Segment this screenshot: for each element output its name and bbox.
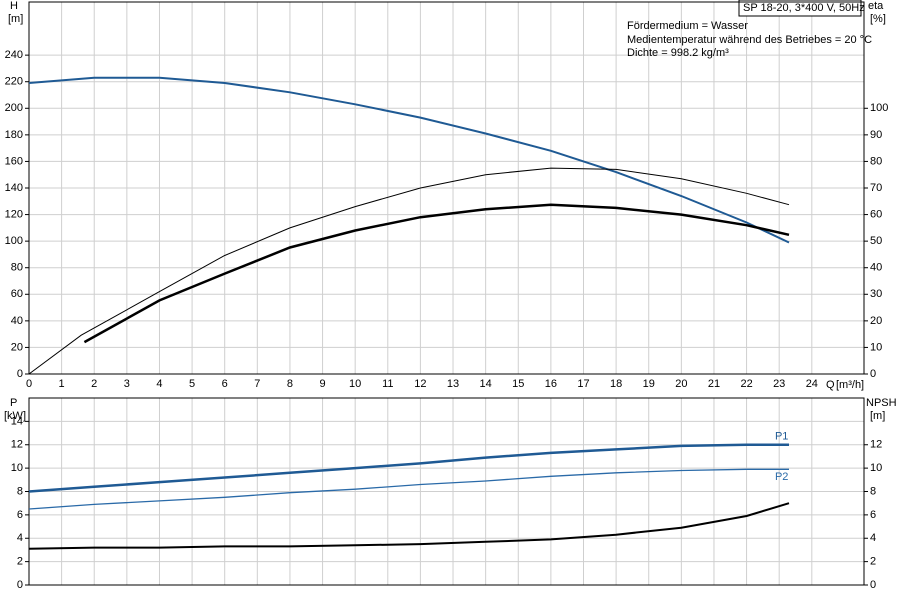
y-tick-label: 40: [11, 315, 23, 327]
y-axis-unit: [m]: [8, 13, 23, 25]
y2-tick-label: 40: [870, 262, 882, 274]
x-tick-label: 12: [414, 378, 426, 390]
y-tick-label: 2: [17, 556, 23, 568]
x-tick-label: 17: [577, 378, 589, 390]
y2-tick-label: 6: [870, 509, 876, 521]
curve: [83, 203, 790, 344]
x-tick-label: 16: [545, 378, 557, 390]
x-tick-label: 3: [124, 378, 130, 390]
x-tick-label: 10: [349, 378, 361, 390]
series-label: P2: [775, 471, 788, 483]
x-tick-label: 24: [806, 378, 818, 390]
x-tick-label: 13: [447, 378, 459, 390]
annotation: Fördermedium = Wasser: [627, 20, 748, 32]
y-tick-label: 14: [11, 415, 23, 427]
x-tick-label: 11: [382, 378, 393, 390]
y2-tick-label: 0: [870, 368, 876, 380]
y-tick-label: 180: [5, 129, 23, 141]
y-tick-label: 4: [17, 532, 23, 544]
y-tick-label: 220: [5, 76, 23, 88]
x-tick-label: 21: [708, 378, 720, 390]
curve: [28, 443, 789, 493]
curve: [28, 167, 790, 375]
y-tick-label: 0: [17, 368, 23, 380]
y-tick-label: 120: [5, 208, 23, 220]
y-tick-label: 140: [5, 182, 23, 194]
x-tick-label: 14: [480, 378, 492, 390]
annotation: Medientemperatur während des Betriebes =…: [627, 34, 872, 46]
y2-tick-label: 30: [870, 288, 882, 300]
x-tick-label: 19: [643, 378, 655, 390]
x-tick-label: 18: [610, 378, 622, 390]
y-tick-label: 100: [5, 235, 23, 247]
x-tick-label: 23: [773, 378, 785, 390]
annotation: Dichte = 998.2 kg/m³: [627, 47, 729, 59]
y-tick-label: 6: [17, 509, 23, 521]
y2-tick-label: 4: [870, 532, 876, 544]
info-box: [738, 0, 862, 17]
x-tick-label: 5: [189, 378, 195, 390]
y2-axis-label: NPSH: [866, 397, 897, 409]
x-tick-label: 1: [59, 378, 65, 390]
y-axis-label: P: [10, 397, 17, 409]
x-tick-label: 15: [512, 378, 524, 390]
x-tick-label: 4: [156, 378, 162, 390]
x-tick-label: 22: [740, 378, 752, 390]
x-tick-label: 20: [675, 378, 687, 390]
y-tick-label: 12: [11, 439, 23, 451]
curve: [28, 502, 790, 550]
y2-tick-label: 60: [870, 208, 882, 220]
x-tick-label: 2: [91, 378, 97, 390]
plot-frame: [28, 1, 865, 375]
y2-axis-unit: [%]: [870, 13, 886, 25]
y2-tick-label: 20: [870, 315, 882, 327]
x-tick-label: 6: [222, 378, 228, 390]
x-axis-unit: [m³/h]: [836, 379, 864, 391]
y-tick-label: 200: [5, 102, 23, 114]
x-axis-label: Q: [826, 379, 835, 391]
y2-tick-label: 12: [870, 439, 882, 451]
x-tick-label: 0: [26, 378, 32, 390]
y2-tick-label: 70: [870, 182, 882, 194]
y-tick-label: 60: [11, 288, 23, 300]
y-tick-label: 240: [5, 49, 23, 61]
y2-tick-label: 10: [870, 341, 882, 353]
y2-tick-label: 2: [870, 556, 876, 568]
y2-tick-label: 100: [870, 102, 888, 114]
curve: [28, 76, 790, 244]
y2-tick-label: 0: [870, 579, 876, 591]
y2-tick-label: 10: [870, 462, 882, 474]
y2-tick-label: 8: [870, 485, 876, 497]
info-text: SP 18-20, 3*400 V, 50Hz: [743, 2, 865, 14]
y2-axis-label: eta: [868, 0, 884, 12]
y2-tick-label: 90: [870, 129, 882, 141]
curve: [28, 468, 789, 510]
y-tick-label: 10: [11, 462, 23, 474]
x-tick-label: 8: [287, 378, 293, 390]
y2-tick-label: 80: [870, 155, 882, 167]
y-tick-label: 0: [17, 579, 23, 591]
x-tick-label: 9: [319, 378, 325, 390]
y-tick-label: 80: [11, 262, 23, 274]
y-tick-label: 20: [11, 341, 23, 353]
y-tick-label: 8: [17, 485, 23, 497]
y-axis-label: H: [10, 0, 18, 12]
x-tick-label: 7: [254, 378, 260, 390]
series-label: P1: [775, 431, 788, 443]
y-tick-label: 160: [5, 155, 23, 167]
y-axis-unit: [kW]: [4, 410, 26, 422]
y2-tick-label: 50: [870, 235, 882, 247]
y2-axis-unit: [m]: [870, 410, 885, 422]
